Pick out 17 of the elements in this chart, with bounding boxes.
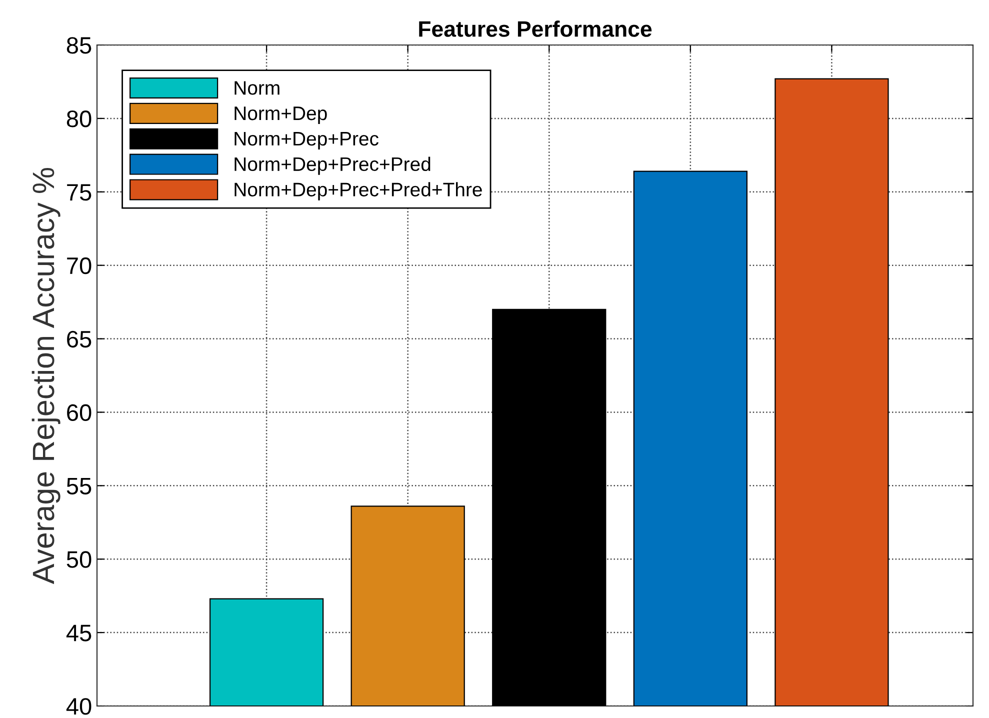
y-tick-label: 60 xyxy=(67,404,92,422)
y-tick-label: 45 xyxy=(66,624,92,642)
chart-title: Features Performance xyxy=(419,20,652,37)
legend-label: Norm+Dep+Prec+Pred+Thre xyxy=(234,182,482,200)
legend-label: Norm+Dep xyxy=(234,106,327,124)
y-tick-label: 70 xyxy=(67,257,92,274)
legend-label: Norm+Dep+Prec+Pred xyxy=(234,156,430,175)
legend-label: Norm+Dep+Prec xyxy=(234,132,378,150)
y-tick-label: 85 xyxy=(66,37,92,54)
y-axis-title: Average Rejection Accuracy % xyxy=(32,168,60,584)
y-tick-label: 50 xyxy=(66,551,92,568)
y-tick-label: 65 xyxy=(67,330,92,348)
legend-label: Norm xyxy=(234,81,280,95)
y-tick-label: 75 xyxy=(67,184,92,201)
y-tick-label: 55 xyxy=(66,478,92,494)
y-tick-label: 40 xyxy=(66,698,92,715)
y-tick-label: 80 xyxy=(66,110,92,128)
